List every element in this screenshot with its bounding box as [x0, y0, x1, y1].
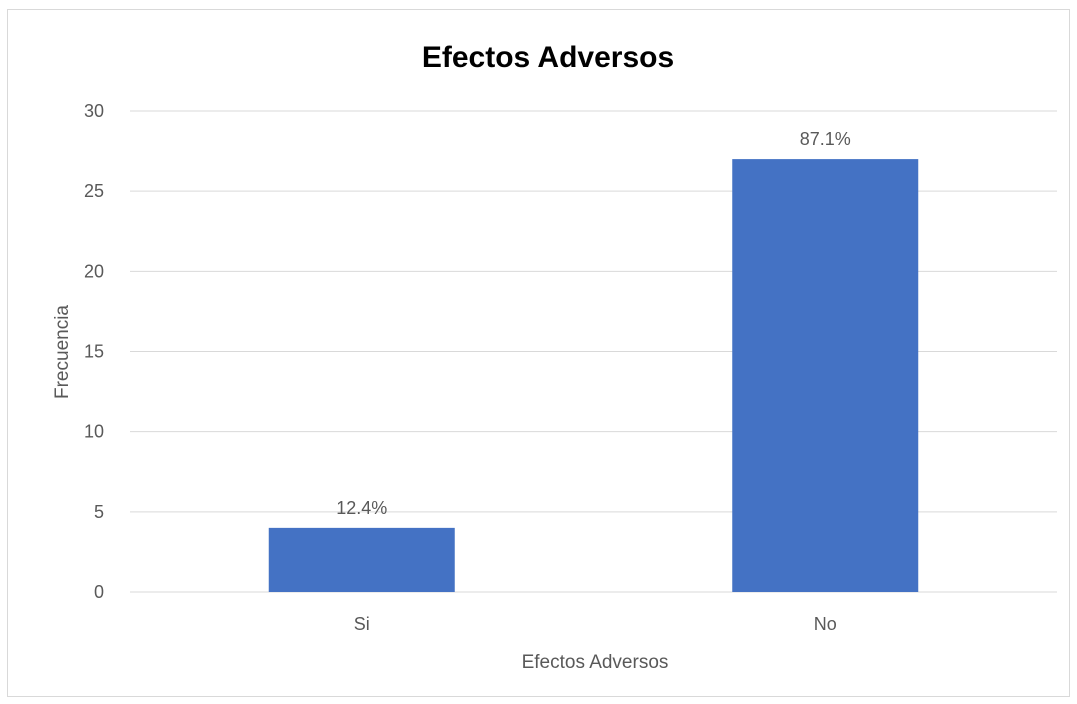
y-tick-label: 20: [84, 261, 104, 281]
bar: [732, 159, 919, 592]
y-axis-label: Frecuencia: [52, 305, 73, 399]
x-tick-label: No: [814, 614, 837, 634]
bar: [268, 527, 455, 592]
y-tick-label: 10: [84, 422, 104, 442]
x-tick-label: Si: [354, 614, 370, 634]
bars: 12.4% 87.1%: [268, 129, 919, 592]
y-tick-label: 0: [94, 582, 104, 602]
y-tick-label: 15: [84, 342, 104, 362]
x-axis-label: Efectos Adversos: [522, 652, 669, 673]
y-tick-label: 30: [84, 101, 104, 121]
y-tick-label: 5: [94, 502, 104, 522]
y-tick-label: 25: [84, 181, 104, 201]
chart-title: Efectos Adversos: [422, 41, 674, 74]
x-axis-ticks: Si No: [354, 614, 837, 634]
y-axis-ticks: 0 5 10 15 20 25 30: [84, 101, 104, 602]
data-label: 87.1%: [800, 129, 851, 149]
data-label: 12.4%: [336, 498, 387, 518]
